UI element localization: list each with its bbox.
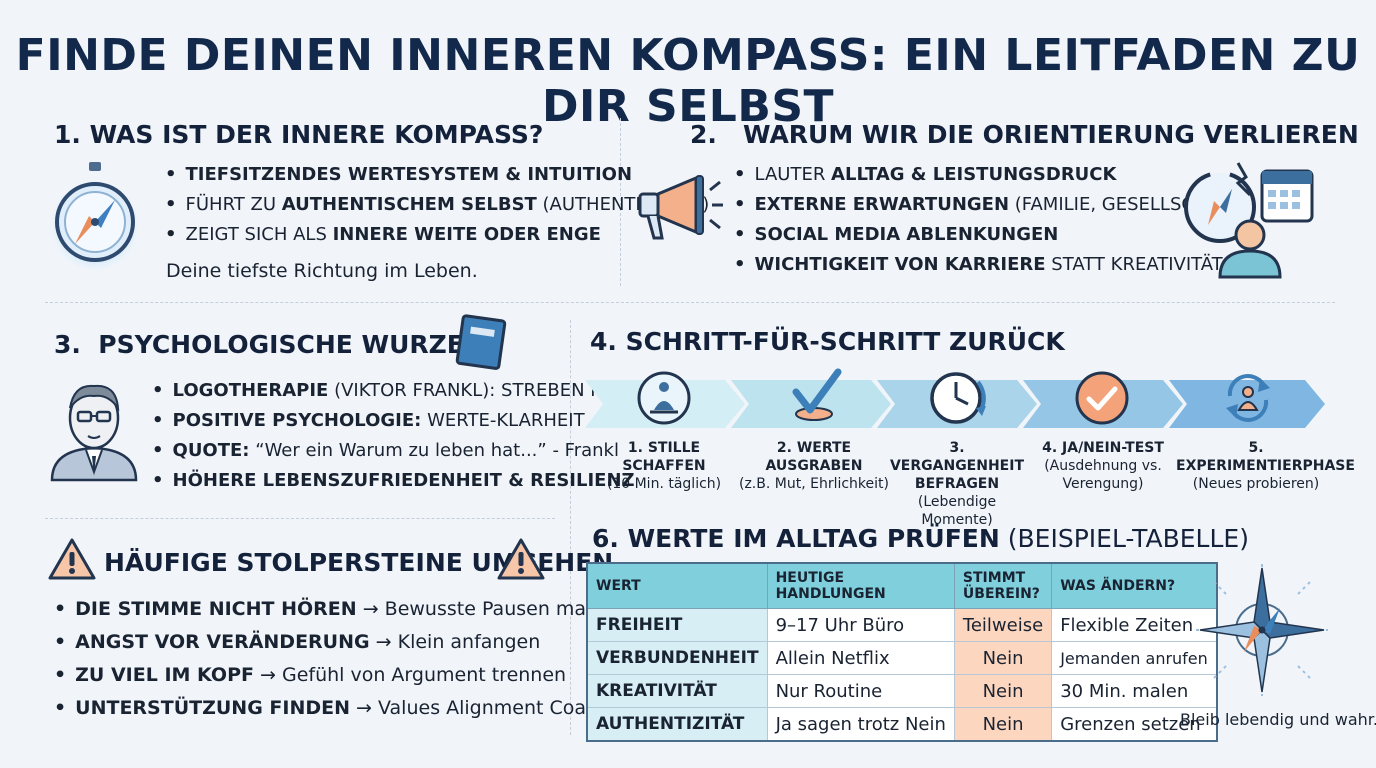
cycle-icon [1226,374,1270,422]
warning-icon [48,538,96,580]
table-cell: Nein [953,641,1053,675]
checkmark-icon [792,368,842,421]
warning-icon [497,538,545,580]
list-item: ZU VIEL IM KOPF → Gefühl von Argument tr… [54,659,638,692]
megaphone-icon [638,175,723,240]
table-row: Freiheit 9–17 Uhr Büro Teilweise Flexibl… [586,608,1218,642]
stressed-person-icon [1184,162,1314,279]
table-row: Authentizität Ja sagen trotz Nein Nein G… [586,707,1218,742]
table-cell: Kreativität [586,674,768,708]
section3-title: 3. PSYCHOLOGISCHE WURZELN [54,330,501,359]
portrait-icon [50,384,138,482]
step-label: 2. Werte ausgraben (z.B. Mut, Ehrlichkeit… [739,440,889,492]
section5-list: DIE STIMME NICHT HÖREN → Bewusste Pausen… [54,593,638,725]
divider [45,302,1335,303]
list-item: Höhere Lebenszufriedenheit & Resilienz [152,466,691,496]
list-item: UNTERSTÜTZUNG FINDEN → Values Alignment … [54,692,638,725]
table-cell: Nur Routine [766,674,955,708]
clock-icon [930,372,986,424]
table-cell: Freiheit [586,608,768,642]
section1-title: 1. WAS IST DER INNERE KOMPASS? [54,120,544,149]
table-cell: Allein Netflix [766,641,955,675]
list-item: Lauter Alltag & Leistungsdruck [734,160,1248,190]
closing-text: Bleib lebendig und wahr. [1180,710,1376,729]
step-label: 4. Ja/Nein-Test (Ausdehnung vs. Verengung… [1042,440,1164,492]
table-header-row: Wert Heutige Handlungen Stimmt überein? … [586,562,1218,609]
list-item: Zeigt sich als innere Weite oder Enge [165,220,709,250]
list-item: DIE STIMME NICHT HÖREN → Bewusste Pausen… [54,593,638,626]
column-header: Wert [586,562,768,609]
table-cell: Ja sagen trotz Nein [766,707,955,742]
table-cell: Teilweise [953,608,1053,642]
column-header: Heutige Handlungen [766,562,955,609]
list-item: Wichtigkeit von Karriere statt Kreativit… [734,250,1248,280]
table-cell: Verbundenheit [586,641,768,675]
section1-note: Deine tiefste Richtung im Leben. [166,260,478,282]
step-label: 1. Stille schaffen (10 Min. täglich) [606,440,722,492]
column-header: Was ändern? [1051,562,1218,609]
column-header: Stimmt überein? [953,562,1053,609]
book-icon [455,314,507,370]
list-item: Führt zu authentischem Selbst (Authentic… [165,190,710,220]
table-cell: 30 Min. malen [1051,674,1218,708]
table-cell: Authentizität [586,707,768,742]
page-title: FINDE DEINEN INNEREN KOMPASS: EIN LEITFA… [15,30,1361,132]
check-circle-icon [1075,371,1129,425]
table-cell: Nein [953,707,1053,742]
section1-list: Tiefsitzendes Wertesystem & Intuition Fü… [165,160,710,250]
table-cell: Grenzen setzen [1051,707,1218,742]
table-cell: Nein [953,674,1053,708]
table-cell: Flexible Zeiten [1051,608,1218,642]
list-item: Tiefsitzendes Wertesystem & Intuition [165,160,709,190]
table-cell: 9–17 Uhr Büro [766,608,955,642]
table-row: Verbundenheit Allein Netflix Nein Jemand… [586,641,1218,675]
table-row: Kreativität Nur Routine Nein 30 Min. mal… [586,674,1218,708]
divider [45,518,555,519]
list-item: Quote: “Wer ein Warum zu leben hat...” -… [152,436,691,466]
compass-icon [47,162,143,270]
values-table: Wert Heutige Handlungen Stimmt überein? … [586,562,1218,742]
section2-title: 2. WARUM WIR DIE ORIENTIERUNG VERLIEREN [690,120,1359,149]
section4-title: 4. SCHRITT-FÜR-SCHRITT ZURÜCK [590,327,1065,356]
step-label: 3. Vergangenheit befragen (Lebendige Mome… [889,440,1025,528]
list-item: Social Media Ablenkungen [734,220,1248,250]
divider [570,320,571,735]
table-cell: Jemanden anrufen [1051,641,1218,675]
step-label: 5. Experimentierphase (Neues probieren) [1176,440,1355,492]
section2-list: Lauter Alltag & Leistungsdruck Externe E… [734,160,1248,280]
section6-title: 6. WERTE IM ALLTAG PRÜFEN (BEISPIEL-TABE… [592,524,1249,553]
list-item: Externe Erwartungen (Familie, Gesellscha… [734,190,1248,220]
list-item: ANGST VOR VERÄNDERUNG → Klein anfangen [54,626,638,659]
list-item: Positive Psychologie: Werte-Klarheit [152,406,691,436]
meditation-icon [637,371,691,425]
compass-rose-icon [1196,564,1328,696]
